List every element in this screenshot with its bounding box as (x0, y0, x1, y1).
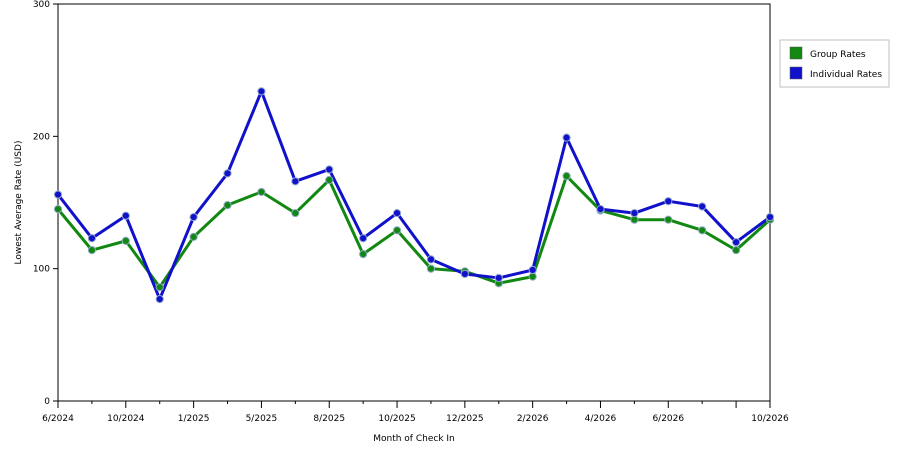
data-point-individual-rates[interactable] (392, 208, 402, 218)
data-point-individual-rates[interactable] (291, 177, 300, 186)
x-tick-label: 1/2025 (178, 414, 210, 424)
data-point-group-rates[interactable] (155, 283, 164, 292)
x-tick-label: 10/2026 (751, 414, 789, 424)
data-point-individual-rates[interactable] (359, 234, 368, 243)
data-point-group-rates[interactable] (53, 205, 63, 214)
x-axis-title: Month of Check In (373, 434, 455, 444)
data-point-group-rates[interactable] (359, 250, 368, 259)
x-tick-label: 8/2025 (313, 414, 345, 424)
data-point-individual-rates[interactable] (494, 273, 503, 283)
data-point-individual-rates[interactable] (189, 212, 198, 222)
data-point-group-rates[interactable] (392, 226, 402, 235)
data-point-individual-rates[interactable] (121, 211, 130, 220)
data-point-individual-rates[interactable] (257, 87, 266, 96)
x-tick-label: 5/2025 (246, 414, 278, 424)
data-point-individual-rates[interactable] (765, 212, 775, 222)
x-tick-label: 4/2026 (585, 414, 617, 424)
data-point-group-rates[interactable] (87, 246, 97, 255)
data-point-individual-rates[interactable] (562, 133, 571, 142)
y-tick-label: 300 (33, 0, 50, 10)
data-point-group-rates[interactable] (291, 208, 300, 218)
series-lines (53, 87, 775, 304)
legend-label: Individual Rates (810, 70, 882, 80)
data-point-group-rates[interactable] (562, 171, 571, 181)
legend-swatch (789, 66, 803, 80)
data-point-individual-rates[interactable] (698, 202, 707, 211)
legend: Group Rates Individual Rates (779, 39, 890, 88)
data-point-individual-rates[interactable] (528, 265, 537, 275)
data-point-individual-rates[interactable] (87, 234, 97, 243)
x-tick-label: 12/2025 (446, 414, 483, 424)
data-point-individual-rates[interactable] (596, 205, 605, 214)
data-point-individual-rates[interactable] (53, 190, 63, 199)
x-tick-label: 2/2026 (517, 414, 549, 424)
series-line-individual-rates (56, 89, 772, 301)
data-point-group-rates[interactable] (189, 232, 198, 242)
y-tick-label: 0 (44, 397, 50, 407)
plot-frame (57, 3, 771, 402)
legend-swatch (789, 46, 803, 60)
data-point-group-rates[interactable] (257, 187, 266, 197)
data-point-individual-rates[interactable] (630, 208, 639, 218)
data-point-individual-rates[interactable] (325, 165, 334, 174)
data-point-group-rates[interactable] (426, 264, 436, 273)
data-point-group-rates[interactable] (121, 236, 130, 245)
x-tick-label: 6/2026 (652, 414, 684, 424)
data-point-individual-rates[interactable] (664, 197, 673, 206)
axes: 0 100 200 300 6/2024 10/2024 1/2025 5/2025 8/202… (14, 0, 789, 444)
data-point-group-rates[interactable] (731, 246, 741, 255)
data-point-group-rates[interactable] (325, 175, 334, 185)
y-tick-label: 200 (33, 132, 50, 142)
data-point-group-rates[interactable] (664, 215, 673, 224)
data-point-individual-rates[interactable] (731, 238, 741, 247)
data-point-individual-rates[interactable] (460, 269, 469, 279)
x-tick-label: 10/2024 (107, 414, 145, 424)
series-line-group-rates (56, 174, 772, 289)
data-point-group-rates[interactable] (223, 201, 232, 210)
data-point-individual-rates[interactable] (426, 255, 436, 264)
data-point-individual-rates[interactable] (223, 169, 232, 178)
data-point-individual-rates[interactable] (155, 295, 164, 304)
legend-label: Group Rates (810, 50, 866, 60)
data-point-group-rates[interactable] (698, 226, 707, 235)
x-tick-label: 6/2024 (42, 414, 74, 424)
x-tick-label: 10/2025 (378, 414, 415, 424)
y-tick-label: 100 (33, 265, 50, 275)
y-axis-title: Lowest Average Rate (USD) (14, 141, 24, 265)
